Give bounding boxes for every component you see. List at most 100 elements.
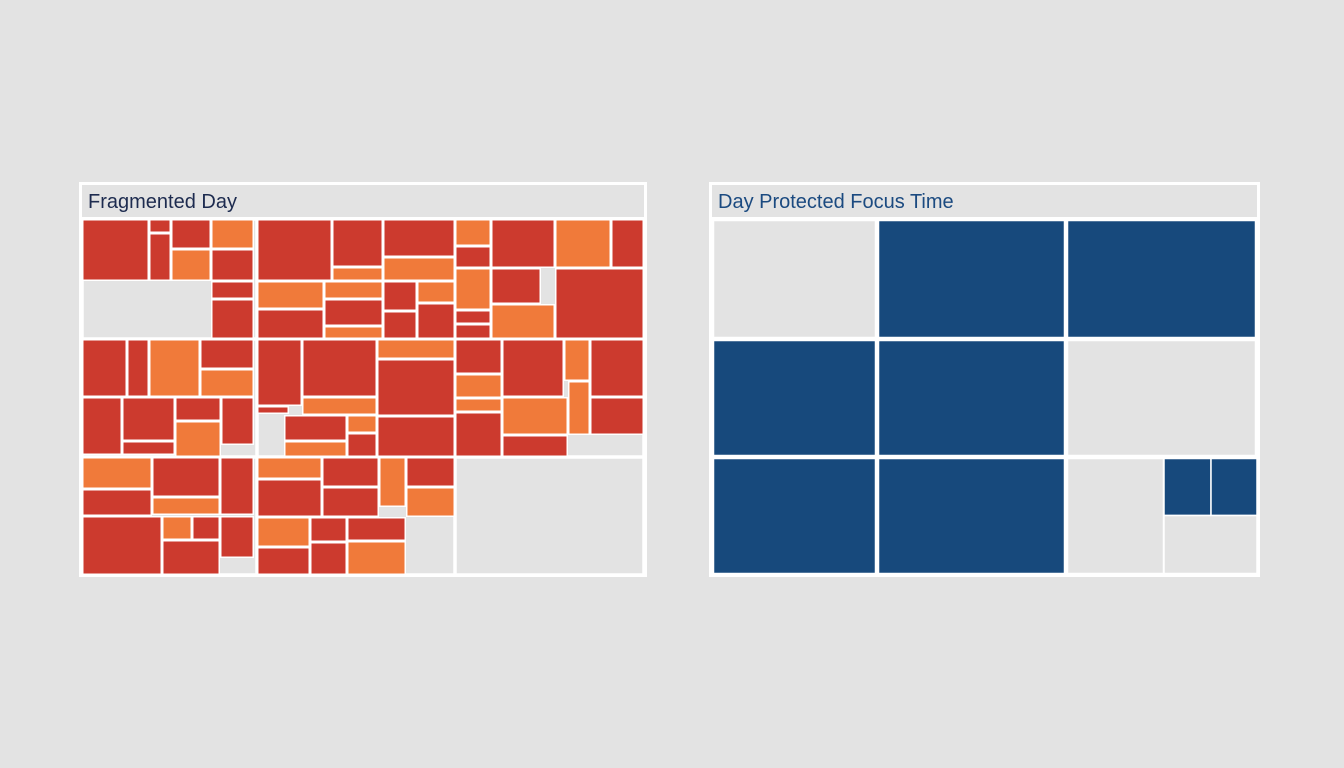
- focus-block: [712, 339, 877, 457]
- fragment-block-80: [406, 457, 455, 487]
- fragment-block-47: [377, 339, 455, 359]
- fragment-block-70: [82, 489, 152, 516]
- focus-time-header: Day Protected Focus Time: [712, 185, 1257, 217]
- fragment-block-64: [590, 397, 644, 435]
- fragment-block-71: [152, 497, 220, 515]
- fragment-block-87: [257, 547, 310, 575]
- fragment-block-4: [211, 219, 254, 249]
- fragment-block-79: [379, 457, 406, 507]
- fragment-block-40: [122, 397, 175, 441]
- focus-block: [1066, 219, 1257, 339]
- fragment-block-53: [284, 441, 347, 457]
- fragment-block-57: [502, 339, 564, 397]
- fragment-block-75: [220, 516, 254, 558]
- focus-block: [877, 457, 1066, 575]
- fragment-block-26: [611, 219, 644, 268]
- fragment-block-29: [491, 268, 541, 304]
- fragment-block-78: [322, 457, 379, 487]
- focus-block-small: [1163, 457, 1212, 517]
- fragment-block-48: [377, 359, 455, 416]
- focus-time-panel: Day Protected Focus Time: [709, 182, 1260, 577]
- fragment-block-1: [149, 219, 171, 233]
- fragment-block-14: [257, 281, 324, 309]
- fragment-block-59: [590, 339, 644, 397]
- grid-cell-frame: [453, 455, 646, 577]
- fragment-block-44: [122, 441, 175, 455]
- fragment-block-32: [491, 304, 555, 339]
- focus-block-small: [1210, 457, 1258, 517]
- focus-block: [877, 339, 1066, 457]
- fragment-block-61: [455, 398, 502, 412]
- empty-slot: [1066, 457, 1165, 575]
- fragment-block-28: [455, 268, 491, 310]
- fragment-block-7: [211, 281, 254, 299]
- fragment-block-35: [127, 339, 149, 397]
- fragment-block-19: [324, 299, 383, 326]
- fragment-block-89: [347, 541, 406, 575]
- fragment-block-33: [555, 268, 644, 339]
- fragment-block-66: [502, 435, 568, 457]
- fragment-block-65: [455, 412, 502, 457]
- fragment-block-16: [383, 281, 417, 311]
- fragment-block-9: [257, 219, 332, 281]
- fragment-block-52: [347, 415, 377, 433]
- fragment-block-45: [257, 339, 302, 406]
- fragment-block-23: [455, 219, 491, 246]
- fragmented-day-title: Fragmented Day: [88, 191, 237, 213]
- empty-slot: [1163, 514, 1258, 575]
- fragment-block-49: [302, 397, 377, 415]
- fragment-block-62: [502, 397, 568, 435]
- fragmented-day-panel: Fragmented Day: [79, 182, 647, 577]
- fragment-block-54: [347, 433, 377, 457]
- fragment-block-85: [310, 517, 347, 542]
- fragment-block-68: [152, 457, 220, 497]
- fragment-block-20: [324, 326, 383, 339]
- fragment-block-39: [82, 397, 122, 455]
- fragment-block-34: [82, 339, 127, 397]
- fragment-block-25: [555, 219, 611, 268]
- fragment-block-0: [82, 219, 149, 281]
- fragment-block-6: [211, 249, 254, 281]
- fragment-block-83: [406, 487, 455, 517]
- fragment-block-73: [162, 516, 192, 540]
- fragment-block-74: [192, 516, 220, 540]
- fragment-block-86: [347, 517, 406, 541]
- focus-time-title: Day Protected Focus Time: [718, 191, 954, 213]
- fragment-block-17: [417, 281, 455, 303]
- fragment-block-18: [257, 309, 324, 339]
- fragment-block-88: [310, 542, 347, 575]
- fragment-block-82: [322, 487, 379, 517]
- fragment-block-31: [455, 324, 491, 339]
- fragment-block-37: [200, 339, 254, 369]
- fragment-block-60: [455, 374, 502, 398]
- fragment-block-67: [82, 457, 152, 489]
- fragment-block-11: [383, 219, 455, 257]
- empty-slot: [1066, 339, 1257, 457]
- fragment-block-56: [455, 339, 502, 374]
- fragment-block-30: [455, 310, 491, 324]
- fragment-block-3: [171, 219, 211, 249]
- fragment-block-8: [211, 299, 254, 339]
- fragment-block-10: [332, 219, 383, 267]
- fragment-block-58: [564, 339, 590, 381]
- fragment-block-43: [175, 421, 221, 457]
- focus-block: [877, 219, 1066, 339]
- fragment-block-13: [383, 257, 455, 281]
- fragment-block-50: [257, 406, 289, 414]
- fragment-block-21: [383, 311, 417, 339]
- fragment-block-36: [149, 339, 200, 397]
- fragment-block-12: [332, 267, 383, 281]
- fragment-block-41: [175, 397, 221, 421]
- fragment-block-81: [257, 479, 322, 517]
- fragmented-day-header: Fragmented Day: [82, 185, 644, 217]
- fragment-block-77: [257, 457, 322, 479]
- empty-slot: [455, 457, 644, 575]
- fragment-block-15: [324, 281, 383, 299]
- fragment-block-5: [171, 249, 211, 281]
- fragmented-day-grid: [80, 217, 646, 577]
- fragment-block-38: [200, 369, 254, 397]
- fragment-block-42: [221, 397, 254, 445]
- fragment-block-84: [257, 517, 310, 547]
- fragment-block-76: [162, 540, 220, 575]
- fragment-block-46: [302, 339, 377, 397]
